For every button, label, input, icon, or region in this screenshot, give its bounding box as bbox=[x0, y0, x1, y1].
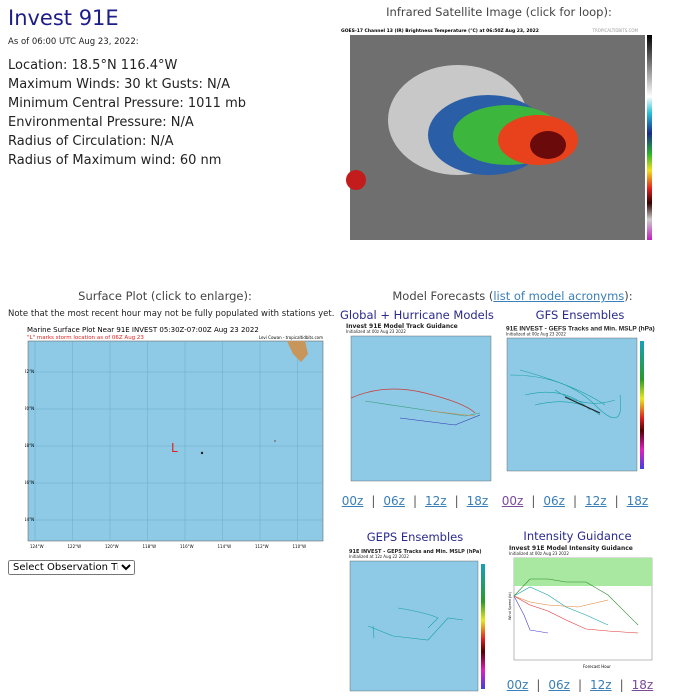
global-06z-link[interactable]: 06z bbox=[383, 494, 405, 508]
intensity-18z-link[interactable]: 18z bbox=[631, 678, 654, 692]
gefs-12z-link[interactable]: 12z bbox=[585, 494, 607, 508]
gefs-image-title: 91E INVEST - GEFS Tracks and Min. MSLP (… bbox=[506, 326, 655, 333]
lat-label: 14°N bbox=[25, 517, 34, 522]
lon-label: 116°W bbox=[180, 544, 194, 549]
intensity-run-links: 00z | 06z | 12z | 18z bbox=[506, 678, 654, 692]
satellite-image[interactable]: GOES-17 Channel 13 (IR) Brightness Tempe… bbox=[338, 25, 660, 247]
location: Location: 18.5°N 116.4°W bbox=[8, 58, 178, 73]
gefs-heading: GFS Ensembles bbox=[535, 308, 625, 322]
intensity-xlabel: Forecast Hour bbox=[583, 664, 611, 669]
gefs-track-image[interactable]: 91E INVEST - GEFS Tracks and Min. MSLP (… bbox=[505, 325, 657, 473]
geps-track-image[interactable]: 91E INVEST - GEPS Tracks and Min. MSLP (… bbox=[348, 548, 490, 693]
global-models-track-image[interactable]: Invest 91E Model Track Guidance Initiali… bbox=[345, 323, 493, 483]
lon-label: 124°W bbox=[30, 544, 44, 549]
lon-label: 110°W bbox=[293, 544, 307, 549]
model-forecasts-heading: Model Forecasts (list of model acronyms)… bbox=[340, 289, 685, 303]
intensity-image-title: Invest 91E Model Intensity Guidance bbox=[509, 545, 633, 552]
gefs-00z-link[interactable]: 00z bbox=[501, 494, 524, 508]
gefs-06z-link[interactable]: 06z bbox=[543, 494, 565, 508]
intensity-guidance-image[interactable]: Invest 91E Model Intensity Guidance Init… bbox=[508, 545, 654, 670]
lat-label: 16°N bbox=[25, 480, 34, 485]
lon-label: 114°W bbox=[218, 544, 232, 549]
global-18z-link[interactable]: 18z bbox=[466, 494, 489, 508]
geps-image-subtitle: Initialized at 12z Aug 22 2022 bbox=[349, 554, 409, 559]
lat-label: 20°N bbox=[25, 406, 34, 411]
intensity-ylabel: Wind Speed (kt) bbox=[508, 591, 512, 620]
intensity-heading: Intensity Guidance bbox=[523, 529, 632, 543]
satellite-credit: TROPICALTIDBITS.COM bbox=[592, 28, 639, 33]
observation-time-select[interactable]: Select Observation Time... bbox=[8, 560, 135, 575]
min-pressure: Minimum Central Pressure: 1011 mb bbox=[8, 96, 246, 111]
env-pressure: Environmental Pressure: N/A bbox=[8, 115, 194, 130]
heading-prefix: Model Forecasts ( bbox=[392, 289, 494, 303]
global-image-subtitle: Initialized at 00z Aug 23 2022 bbox=[346, 329, 406, 334]
lon-label: 112°W bbox=[255, 544, 269, 549]
model-acronyms-link[interactable]: list of model acronyms bbox=[493, 289, 625, 303]
geps-heading: GEPS Ensembles bbox=[366, 530, 464, 544]
radius-circulation: Radius of Circulation: N/A bbox=[8, 134, 174, 149]
lon-label: 118°W bbox=[143, 544, 157, 549]
gefs-image-subtitle: Initialized at 00z Aug 23 2022 bbox=[506, 332, 566, 337]
surface-plot-image[interactable]: Marine Surface Plot Near 91E INVEST 05:3… bbox=[25, 324, 327, 550]
global-models-heading: Global + Hurricane Models bbox=[340, 308, 494, 322]
lon-label: 122°W bbox=[68, 544, 82, 549]
intensity-image-subtitle: Initialized at 00z Aug 23 2022 bbox=[509, 551, 569, 556]
lon-label: 120°W bbox=[105, 544, 119, 549]
global-image-title: Invest 91E Model Track Guidance bbox=[346, 323, 458, 330]
global-run-links: 00z | 06z | 12z | 18z bbox=[341, 494, 489, 508]
intensity-12z-link[interactable]: 12z bbox=[590, 678, 612, 692]
surface-image-title: Marine Surface Plot Near 91E INVEST 05:3… bbox=[27, 326, 259, 334]
gefs-18z-link[interactable]: 18z bbox=[626, 494, 649, 508]
lat-label: 18°N bbox=[25, 443, 34, 448]
global-12z-link[interactable]: 12z bbox=[425, 494, 447, 508]
as-of-timestamp: As of 06:00 UTC Aug 23, 2022: bbox=[8, 37, 139, 47]
heading-suffix: ): bbox=[624, 289, 633, 303]
intensity-00z-link[interactable]: 00z bbox=[506, 678, 529, 692]
satellite-image-title: GOES-17 Channel 13 (IR) Brightness Tempe… bbox=[341, 28, 539, 34]
geps-image-title: 91E INVEST - GEPS Tracks and Min. MSLP (… bbox=[349, 549, 482, 555]
lat-label: 22°N bbox=[25, 369, 34, 374]
satellite-heading: Infrared Satellite Image (click for loop… bbox=[386, 5, 612, 19]
intensity-06z-link[interactable]: 06z bbox=[548, 678, 570, 692]
surface-heading: Surface Plot (click to enlarge): bbox=[78, 289, 252, 303]
surface-credit: Levi Cowan - tropicaltidbits.com bbox=[259, 335, 323, 340]
surface-image-subtitle: "L" marks storm location as of 06Z Aug 2… bbox=[27, 335, 144, 341]
max-winds: Maximum Winds: 30 kt Gusts: N/A bbox=[8, 77, 231, 92]
storm-marker: L bbox=[171, 441, 178, 455]
page-title: Invest 91E bbox=[8, 6, 119, 30]
radius-max-wind: Radius of Maximum wind: 60 nm bbox=[8, 153, 222, 168]
gefs-run-links: 00z | 06z | 12z | 18z bbox=[501, 494, 649, 508]
global-00z-link[interactable]: 00z bbox=[341, 494, 364, 508]
surface-note: Note that the most recent hour may not b… bbox=[8, 309, 335, 319]
